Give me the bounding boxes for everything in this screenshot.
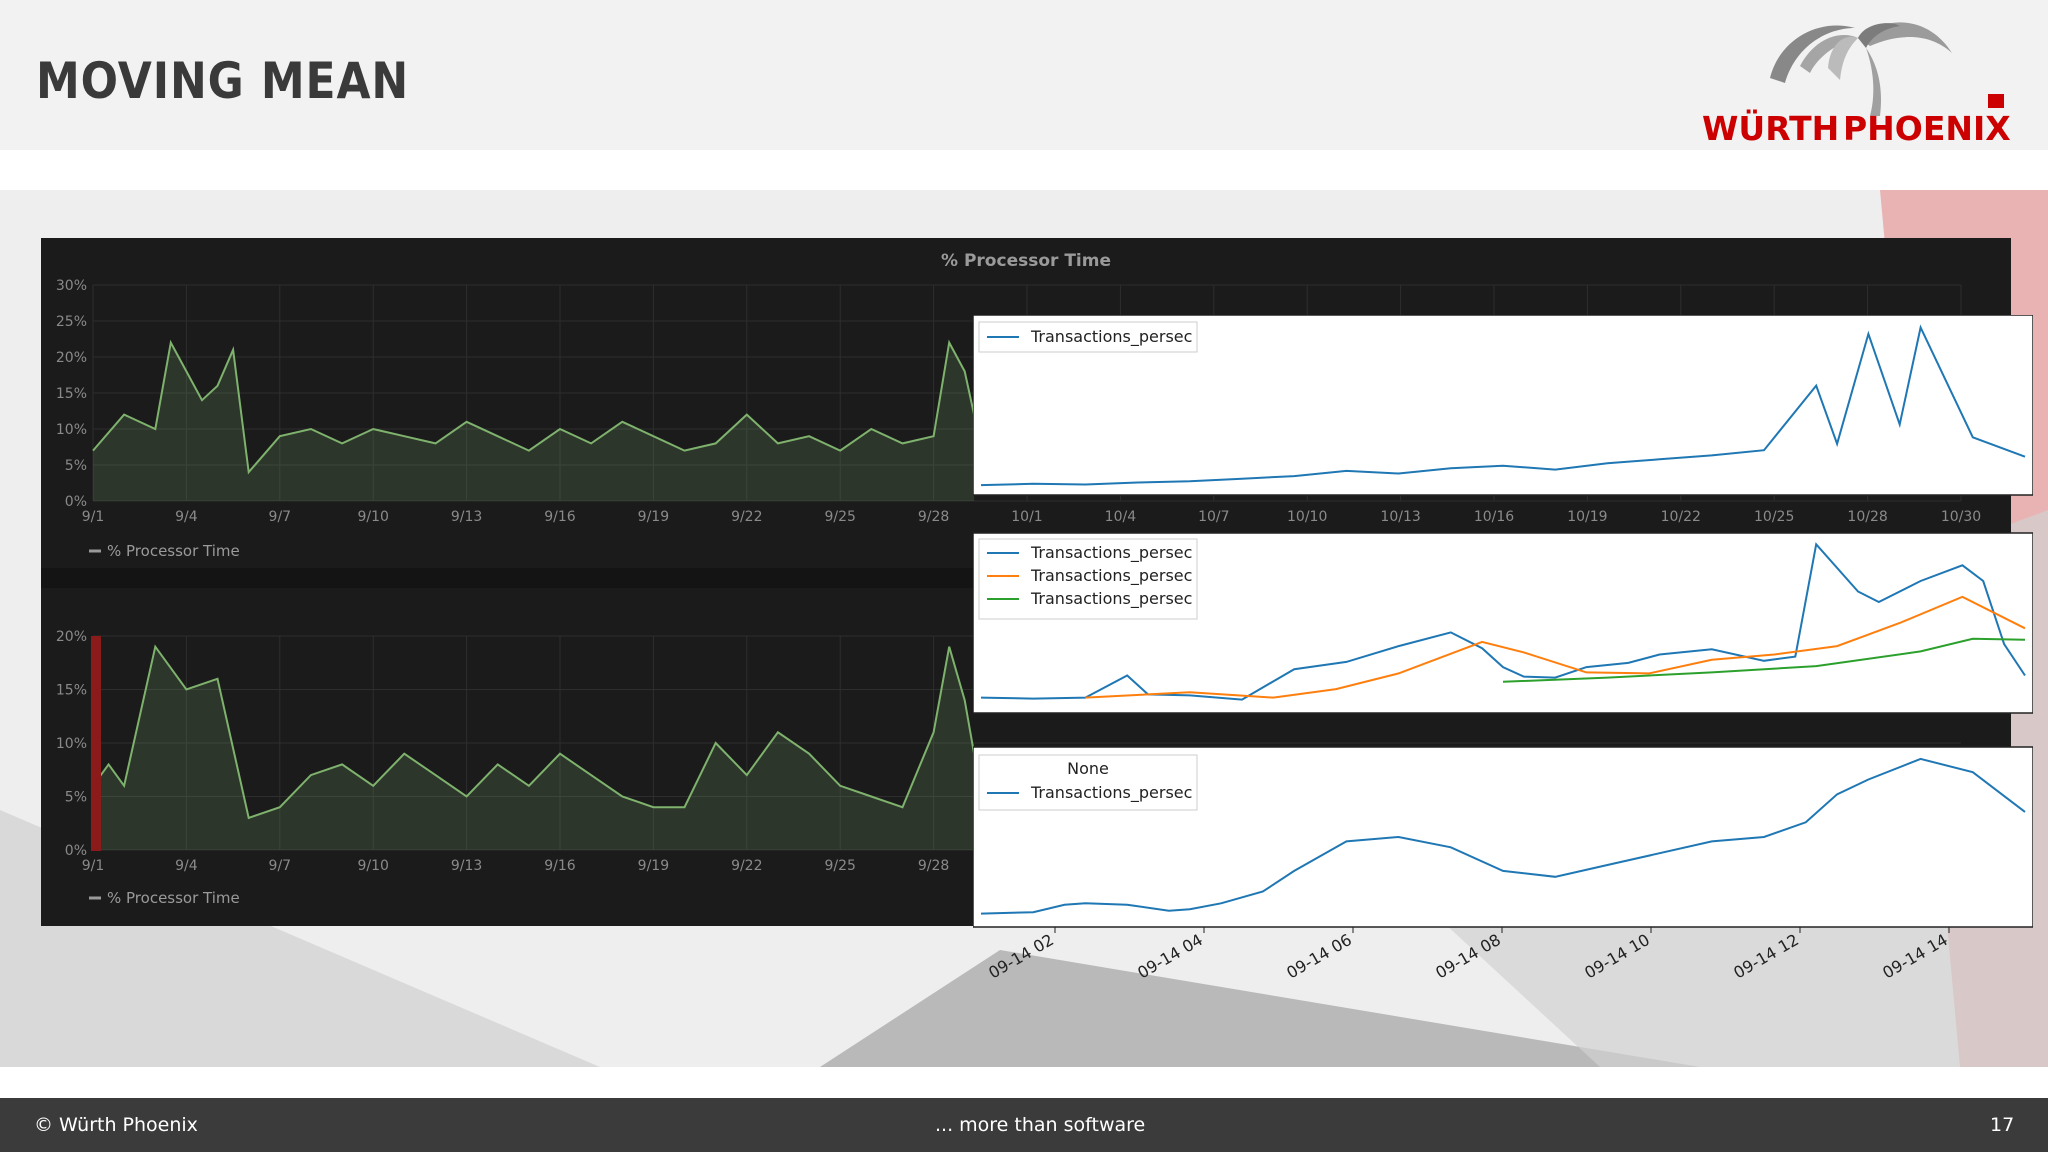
x-tick-label: 9/1 — [82, 858, 105, 874]
x-tick-label: 9/28 — [918, 509, 949, 525]
footer-tagline: ... more than software — [935, 1114, 1146, 1136]
x-tick-label: 10/13 — [1380, 509, 1420, 525]
x-tick-label: 9/10 — [357, 858, 388, 874]
plot1-legend-label: Transactions_persec — [1030, 327, 1192, 347]
series-line-2 — [1085, 595, 2026, 699]
plot3-legend-label: Transactions_persec — [1030, 783, 1192, 803]
y-tick-label: 30% — [56, 278, 87, 294]
x-tick-label: 10/7 — [1198, 509, 1229, 525]
x-tick-label: 10/10 — [1287, 509, 1327, 525]
slide-footer: © Würth Phoenix ... more than software 1… — [0, 1098, 2048, 1152]
x-tick-label: 9/7 — [269, 858, 292, 874]
y-tick-label: 5% — [65, 458, 87, 474]
y-tick-label: 10% — [56, 736, 87, 752]
x-tick-label: 9/7 — [269, 509, 292, 525]
plot3-legend-title: None — [1067, 759, 1109, 778]
alert-band — [91, 636, 101, 851]
matplotlib-figure: 0500010000 50010001500 250500750100009-1… — [919, 314, 2034, 1010]
series-area — [93, 646, 975, 850]
x-tick-label: 9/4 — [175, 509, 198, 525]
footer-copyright: © Würth Phoenix — [34, 1114, 198, 1136]
plot2-legend-label-2: Transactions_persec — [1030, 566, 1192, 586]
y-tick-label: 15% — [56, 386, 87, 402]
series-line — [92, 644, 976, 820]
x-tick-label: 9/1 — [82, 509, 105, 525]
x-tick-label: 10/19 — [1567, 509, 1607, 525]
panel-top-title: % Processor Time — [941, 251, 1111, 271]
slide-header: MOVING MEAN WÜRTH PHOENIX — [0, 0, 2048, 150]
x-tick-label: 09-14 10 — [1581, 930, 1653, 982]
y-tick-label: 0% — [65, 494, 87, 510]
series-line-1 — [980, 757, 2026, 915]
y-tick-label: 20% — [56, 629, 87, 645]
x-tick-label: 9/25 — [824, 858, 855, 874]
x-tick-label: 9/28 — [918, 858, 949, 874]
series-line-3 — [1502, 637, 2026, 683]
x-tick-label: 9/19 — [638, 858, 669, 874]
x-tick-label: 9/10 — [357, 509, 388, 525]
y-tick-label: 5% — [65, 790, 87, 806]
x-tick-label: 10/25 — [1754, 509, 1794, 525]
y-tick-label: 10% — [56, 422, 87, 438]
x-tick-label: 9/4 — [175, 858, 198, 874]
x-tick-label: 10/30 — [1941, 509, 1981, 525]
x-tick-label: 09-14 14 — [1879, 930, 1951, 982]
plot2-legend-label-3: Transactions_persec — [1030, 589, 1192, 609]
x-tick-label: 9/13 — [451, 509, 482, 525]
x-tick-label: 09-14 08 — [1432, 930, 1504, 982]
x-tick-label: 10/1 — [1011, 509, 1042, 525]
series-area — [93, 342, 975, 501]
panel-bottom-chart: 0% 5% 10% 15% 20% 9/1 9/4 9/7 9/10 9/13 9/16 9/19 9/… — [56, 629, 1961, 874]
series-line — [92, 339, 976, 475]
legend-top-label: % Processor Time — [107, 542, 240, 560]
plot3-legend — [978, 754, 1198, 811]
x-tick-label: 09-14 02 — [985, 930, 1057, 982]
matplotlib-plots: 0500010000 50010001500 250500750100009-1… — [919, 314, 2034, 982]
y-tick-label: 20% — [56, 350, 87, 366]
legend-bottom-label: % Processor Time — [107, 889, 240, 907]
x-tick-label: 09-14 06 — [1283, 930, 1355, 982]
logo-text-phoenix: PHOENIX — [1843, 109, 2011, 148]
x-tick-label: 9/13 — [451, 858, 482, 874]
x-tick-label: 9/22 — [731, 509, 762, 525]
x-tick-label: 9/22 — [731, 858, 762, 874]
y-tick-label: 0% — [65, 843, 87, 859]
x-tick-label: 10/28 — [1847, 509, 1887, 525]
x-tick-label: 09-14 04 — [1134, 930, 1206, 982]
y-tick-label: 15% — [56, 683, 87, 699]
x-tick-label: 9/19 — [638, 509, 669, 525]
x-tick-label: 10/16 — [1474, 509, 1514, 525]
x-tick-label: 9/16 — [544, 509, 576, 525]
x-tick-label: 10/4 — [1105, 509, 1137, 525]
wurth-phoenix-logo: WÜRTH PHOENIX — [1702, 22, 2011, 148]
y-tick-label: 25% — [56, 314, 87, 330]
x-tick-label: 9/25 — [824, 509, 855, 525]
plot2-legend-label-1: Transactions_persec — [1030, 543, 1192, 563]
series-line-1 — [980, 542, 2026, 701]
x-tick-label: 10/22 — [1661, 509, 1701, 525]
x-tick-label: 9/16 — [544, 858, 576, 874]
slide-title: MOVING MEAN — [36, 52, 410, 110]
series-line-1 — [980, 324, 2026, 487]
logo-text-wurth: WÜRTH — [1702, 108, 1839, 148]
x-tick-label: 09-14 12 — [1730, 930, 1802, 982]
footer-page-number: 17 — [1990, 1114, 2015, 1136]
